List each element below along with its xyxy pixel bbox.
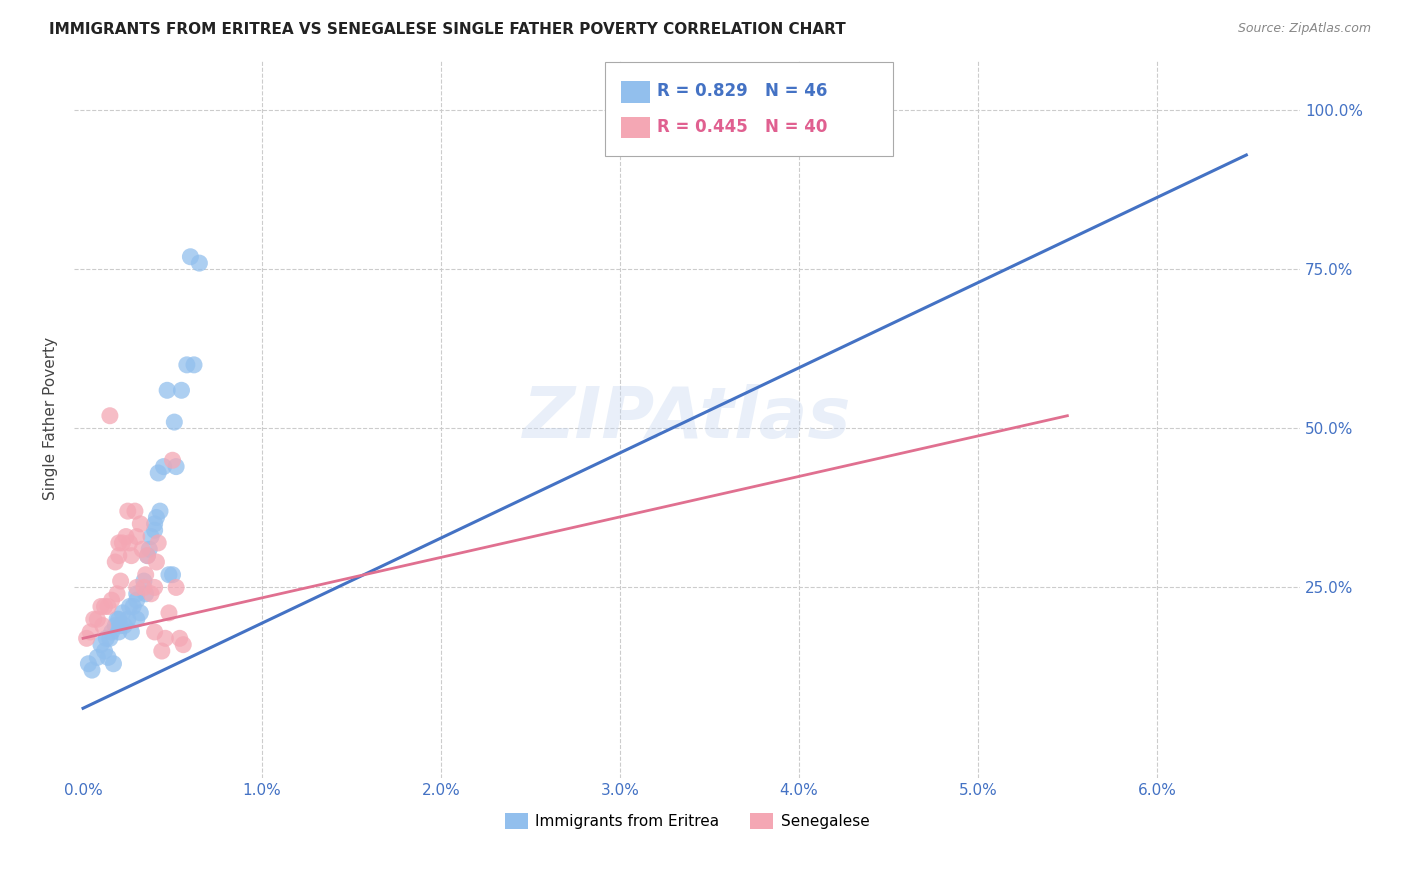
Text: R = 0.445   N = 40: R = 0.445 N = 40: [657, 118, 827, 136]
Text: ZIPAtlas: ZIPAtlas: [523, 384, 851, 453]
Point: [170, 384, 193, 398]
Point: [77, 657, 100, 671]
Point: [179, 250, 201, 264]
Point: [108, 612, 131, 626]
Y-axis label: Single Father Poverty: Single Father Poverty: [44, 337, 58, 500]
Point: [169, 632, 191, 646]
Point: [100, 624, 122, 639]
Point: [96, 632, 118, 646]
Point: [156, 384, 179, 398]
Point: [148, 466, 170, 480]
Point: [98, 632, 121, 646]
Point: [98, 409, 121, 423]
Point: [93, 644, 115, 658]
Point: [90, 638, 112, 652]
Point: [112, 618, 135, 632]
Point: [97, 599, 120, 614]
Point: [118, 599, 141, 614]
Point: [157, 567, 180, 582]
Point: [143, 581, 166, 595]
Point: [172, 638, 194, 652]
Point: [149, 504, 172, 518]
Point: [176, 358, 198, 372]
Point: [108, 536, 131, 550]
Point: [91, 618, 114, 632]
Point: [132, 574, 155, 588]
Point: [120, 624, 142, 639]
Point: [165, 459, 187, 474]
Point: [76, 632, 98, 646]
Point: [125, 587, 148, 601]
Point: [131, 542, 153, 557]
Point: [108, 624, 131, 639]
Point: [150, 644, 173, 658]
Point: [143, 624, 166, 639]
Point: [129, 606, 152, 620]
Point: [155, 632, 177, 646]
Point: [125, 612, 148, 626]
Point: [157, 606, 180, 620]
Point: [132, 581, 155, 595]
Point: [104, 618, 127, 632]
Point: [104, 555, 127, 569]
Point: [143, 516, 166, 531]
Point: [162, 567, 184, 582]
Point: [80, 663, 103, 677]
Point: [125, 593, 148, 607]
Point: [145, 510, 167, 524]
Point: [188, 256, 211, 270]
Point: [143, 523, 166, 537]
Point: [183, 358, 205, 372]
Point: [163, 415, 186, 429]
Point: [105, 587, 128, 601]
Text: Source: ZipAtlas.com: Source: ZipAtlas.com: [1237, 22, 1371, 36]
Point: [125, 530, 148, 544]
Point: [125, 581, 148, 595]
Point: [148, 536, 170, 550]
Point: [136, 549, 159, 563]
Point: [165, 581, 187, 595]
Point: [117, 504, 139, 518]
Point: [162, 453, 184, 467]
Point: [136, 549, 159, 563]
Point: [111, 536, 134, 550]
Point: [83, 612, 105, 626]
Legend: Immigrants from Eritrea, Senegalese: Immigrants from Eritrea, Senegalese: [499, 807, 876, 835]
Point: [135, 587, 157, 601]
Point: [139, 587, 162, 601]
Point: [86, 650, 108, 665]
Point: [111, 606, 134, 620]
Point: [118, 536, 141, 550]
Point: [120, 549, 142, 563]
Point: [117, 612, 139, 626]
Point: [145, 555, 167, 569]
Point: [93, 599, 115, 614]
Point: [138, 542, 160, 557]
Point: [103, 657, 125, 671]
Text: IMMIGRANTS FROM ERITREA VS SENEGALESE SINGLE FATHER POVERTY CORRELATION CHART: IMMIGRANTS FROM ERITREA VS SENEGALESE SI…: [49, 22, 846, 37]
Point: [110, 574, 132, 588]
Point: [110, 618, 132, 632]
Point: [122, 599, 145, 614]
Point: [79, 624, 101, 639]
Point: [97, 650, 120, 665]
Point: [124, 504, 146, 518]
Point: [86, 612, 108, 626]
Point: [105, 612, 128, 626]
Point: [90, 599, 112, 614]
Point: [139, 530, 162, 544]
Text: R = 0.829   N = 46: R = 0.829 N = 46: [657, 82, 827, 100]
Point: [108, 549, 131, 563]
Point: [152, 459, 174, 474]
Point: [135, 567, 157, 582]
Point: [115, 530, 138, 544]
Point: [100, 593, 122, 607]
Point: [129, 516, 152, 531]
